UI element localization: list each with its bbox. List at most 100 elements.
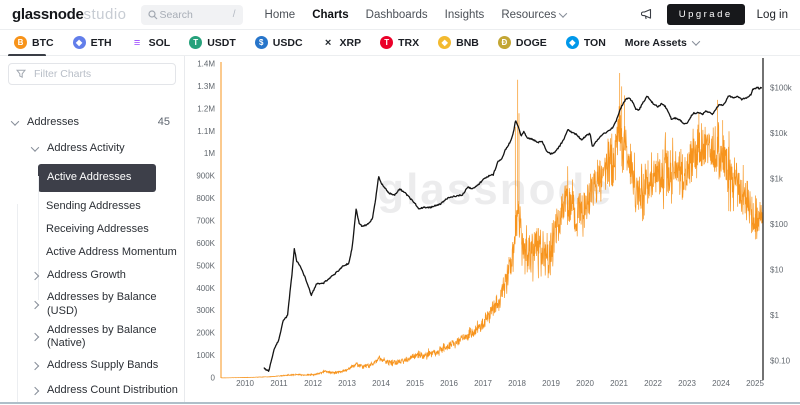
bnb-icon: ◆: [438, 36, 452, 49]
asset-bnb[interactable]: ◆ BNB: [438, 36, 479, 49]
asset-usdt[interactable]: T USDT: [189, 36, 236, 49]
left-axis-tick-label: 900K: [196, 172, 215, 181]
left-axis-tick-label: 1.4M: [197, 59, 215, 68]
x-axis-year-label: 2025: [746, 379, 764, 388]
tree-item-label: Active Addresses: [47, 171, 132, 184]
usdt-icon: T: [189, 36, 203, 49]
left-axis-tick-label: 600K: [196, 239, 215, 248]
asset-trx[interactable]: T TRX: [380, 36, 419, 49]
search-icon: [147, 9, 157, 19]
tree-indent-guide: [38, 176, 39, 300]
announcements-icon[interactable]: [640, 8, 655, 21]
x-axis-year-label: 2016: [440, 379, 458, 388]
nav-item-resources[interactable]: Resources: [501, 9, 575, 21]
active-addresses-series: [221, 73, 763, 379]
right-axis-tick-label: $100k: [770, 84, 793, 93]
left-axis-tick-label: 1M: [204, 149, 215, 158]
chevron-down-icon: [559, 8, 568, 18]
nav-item-dashboards[interactable]: Dashboards: [365, 8, 428, 21]
active-addresses-chart[interactable]: glassnode0100K200K300K400K500K600K700K80…: [185, 56, 800, 402]
chevron-right-icon: [30, 333, 40, 342]
ton-icon: ◆: [565, 36, 579, 49]
asset-usdc[interactable]: $ USDC: [254, 36, 303, 49]
asset-sol[interactable]: ≡ SOL: [131, 36, 171, 49]
asset-xrp[interactable]: × XRP: [322, 36, 361, 49]
more-assets-label: More Assets: [624, 36, 687, 49]
x-axis-year-label: 2013: [338, 379, 356, 388]
sidebar-group-addresses[interactable]: Addresses 45: [0, 113, 184, 133]
asset-list: B BTC ◆ ETH ≡ SOL T USDT $ USDC × XRP T TRX ◆ BNB Ð DOGE ◆…: [14, 36, 606, 49]
search-input[interactable]: [157, 7, 232, 22]
glassnode-logo[interactable]: glassnodestudio: [12, 6, 127, 23]
left-axis-tick-label: 1.2M: [197, 104, 215, 113]
chevron-down-icon: [30, 143, 40, 152]
asset-eth[interactable]: ◆ ETH: [72, 36, 112, 49]
global-search[interactable]: /: [140, 4, 243, 25]
sidebar-item-sending-addresses[interactable]: Sending Addresses: [0, 197, 184, 217]
left-axis-tick-label: 100K: [196, 351, 215, 360]
chevron-down-icon: [691, 36, 701, 46]
nav-item-insights[interactable]: Insights: [444, 8, 485, 21]
asset-doge[interactable]: Ð DOGE: [497, 36, 547, 49]
x-axis-year-label: 2015: [406, 379, 424, 388]
sidebar-group-address-activity[interactable]: Address Activity: [0, 139, 184, 159]
window-bottom-edge: [0, 402, 800, 404]
sidebar-group-addresses-by-balance-usd[interactable]: Addresses by Balance (USD): [0, 291, 184, 319]
x-axis-year-label: 2021: [610, 379, 628, 388]
sidebar-item-active-address-momentum[interactable]: Active Address Momentum: [0, 243, 184, 263]
sidebar-group-addresses-by-balance-native[interactable]: Addresses by Balance (Native): [0, 324, 184, 352]
item-count-badge: 45: [157, 116, 170, 129]
sidebar-group-address-supply-bands[interactable]: Address Supply Bands: [0, 356, 184, 376]
usdc-icon: $: [254, 36, 268, 49]
x-axis-year-label: 2019: [542, 379, 560, 388]
sidebar-item-receiving-addresses[interactable]: Receiving Addresses: [0, 220, 184, 240]
logo-suffix-text: studio: [83, 6, 127, 23]
sidebar-group-address-count-distribution[interactable]: Address Count Distribution: [0, 381, 184, 401]
filter-charts-box[interactable]: [8, 63, 176, 85]
doge-icon: Ð: [497, 36, 511, 49]
sidebar: Addresses 45 Address Activity Active Addres…: [0, 56, 185, 402]
filter-charts-input[interactable]: [32, 67, 156, 81]
right-axis-tick-label: $10k: [770, 129, 788, 138]
upgrade-button[interactable]: Upgrade: [666, 4, 745, 25]
asset-bar: B BTC ◆ ETH ≡ SOL T USDT $ USDC × XRP T TRX ◆ BNB Ð DOGE ◆…: [0, 30, 800, 57]
asset-ton[interactable]: ◆ TON: [565, 36, 606, 49]
funnel-icon: [16, 69, 26, 79]
eth-icon: ◆: [72, 36, 86, 49]
asset-symbol: TON: [583, 36, 606, 49]
x-axis-year-label: 2014: [372, 379, 390, 388]
asset-symbol: BNB: [456, 36, 479, 49]
tree-item-label: Address Count Distribution: [47, 384, 178, 397]
asset-symbol: TRX: [398, 36, 420, 49]
x-axis-year-label: 2011: [270, 379, 288, 388]
chevron-right-icon: [30, 300, 40, 309]
asset-symbol: SOL: [148, 36, 171, 49]
more-assets-button[interactable]: More Assets: [625, 37, 708, 49]
chevron-down-icon: [10, 117, 20, 126]
x-axis-year-label: 2012: [304, 379, 322, 388]
tree-item-label: Receiving Addresses: [46, 223, 149, 236]
nav-item-charts[interactable]: Charts: [312, 8, 349, 21]
asset-symbol: USDT: [207, 36, 236, 49]
tree-item-label: Address Supply Bands: [47, 359, 159, 372]
left-axis-tick-label: 500K: [196, 261, 215, 270]
left-axis-tick-label: 400K: [196, 284, 215, 293]
asset-symbol: BTC: [32, 36, 54, 49]
nav-item-home[interactable]: Home: [264, 8, 296, 21]
tree-item-label: Addresses by Balance (USD): [47, 291, 157, 317]
left-axis-tick-label: 0: [211, 374, 216, 383]
chevron-right-icon: [30, 361, 40, 371]
login-link[interactable]: Log in: [756, 8, 788, 21]
chevron-right-icon: [30, 386, 40, 396]
left-axis-tick-label: 1.3M: [197, 82, 215, 91]
sidebar-group-address-growth[interactable]: Address Growth: [0, 266, 184, 286]
x-axis-year-label: 2023: [678, 379, 696, 388]
asset-btc[interactable]: B BTC: [14, 36, 54, 49]
sidebar-item-active-addresses[interactable]: Active Addresses: [38, 164, 156, 192]
tree-item-label: Active Address Momentum: [46, 246, 177, 259]
trx-icon: T: [380, 36, 394, 49]
right-axis-tick-label: $100: [770, 220, 788, 229]
charts-tree: Addresses 45 Address Activity Active Addres…: [0, 113, 184, 402]
tree-item-label: Addresses by Balance (Native): [47, 323, 157, 350]
right-axis-tick-label: $1: [770, 311, 779, 320]
